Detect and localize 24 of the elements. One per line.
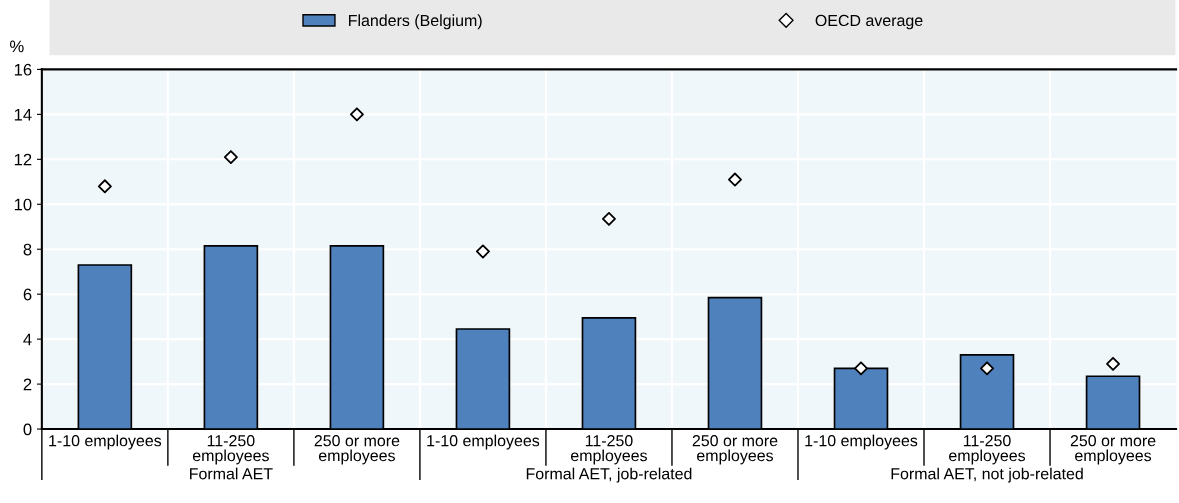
x-tick-label: 250 or more employees — [314, 435, 400, 465]
x-tick-label: 250 or more employees — [692, 435, 778, 465]
x-tick-label: 1-10 employees — [49, 434, 162, 450]
y-tick-label: 8 — [23, 243, 32, 256]
x-tick-label: 1-10 employees — [805, 434, 918, 450]
y-tick-label: 16 — [14, 63, 32, 76]
y-axis-title: % — [10, 40, 24, 53]
x-tick-label: 250 or more employees — [1070, 435, 1156, 465]
x-tick-label: 11-250 employees — [949, 435, 1026, 465]
y-tick-label: 2 — [23, 378, 32, 391]
y-tick-label: 4 — [23, 333, 32, 346]
text: Formal AET — [190, 467, 273, 480]
y-tick-label: 12 — [14, 153, 32, 166]
x-tick-label: 1-10 employees — [427, 434, 540, 450]
y-tick-label: 10 — [14, 198, 32, 211]
text: Formal AET, not job-related — [891, 467, 1083, 483]
legend-label: Flanders (Belgium) — [349, 14, 482, 30]
legend-label: OECD average — [815, 14, 923, 30]
text: Formal AET, job-related — [526, 467, 692, 483]
x-tick-label: 11-250 employees — [571, 435, 647, 465]
x-tick-label: 11-250 employees — [192, 435, 269, 465]
y-tick-label: 6 — [23, 288, 32, 301]
y-tick-label: 0 — [23, 423, 32, 436]
y-tick-label: 14 — [14, 108, 32, 121]
